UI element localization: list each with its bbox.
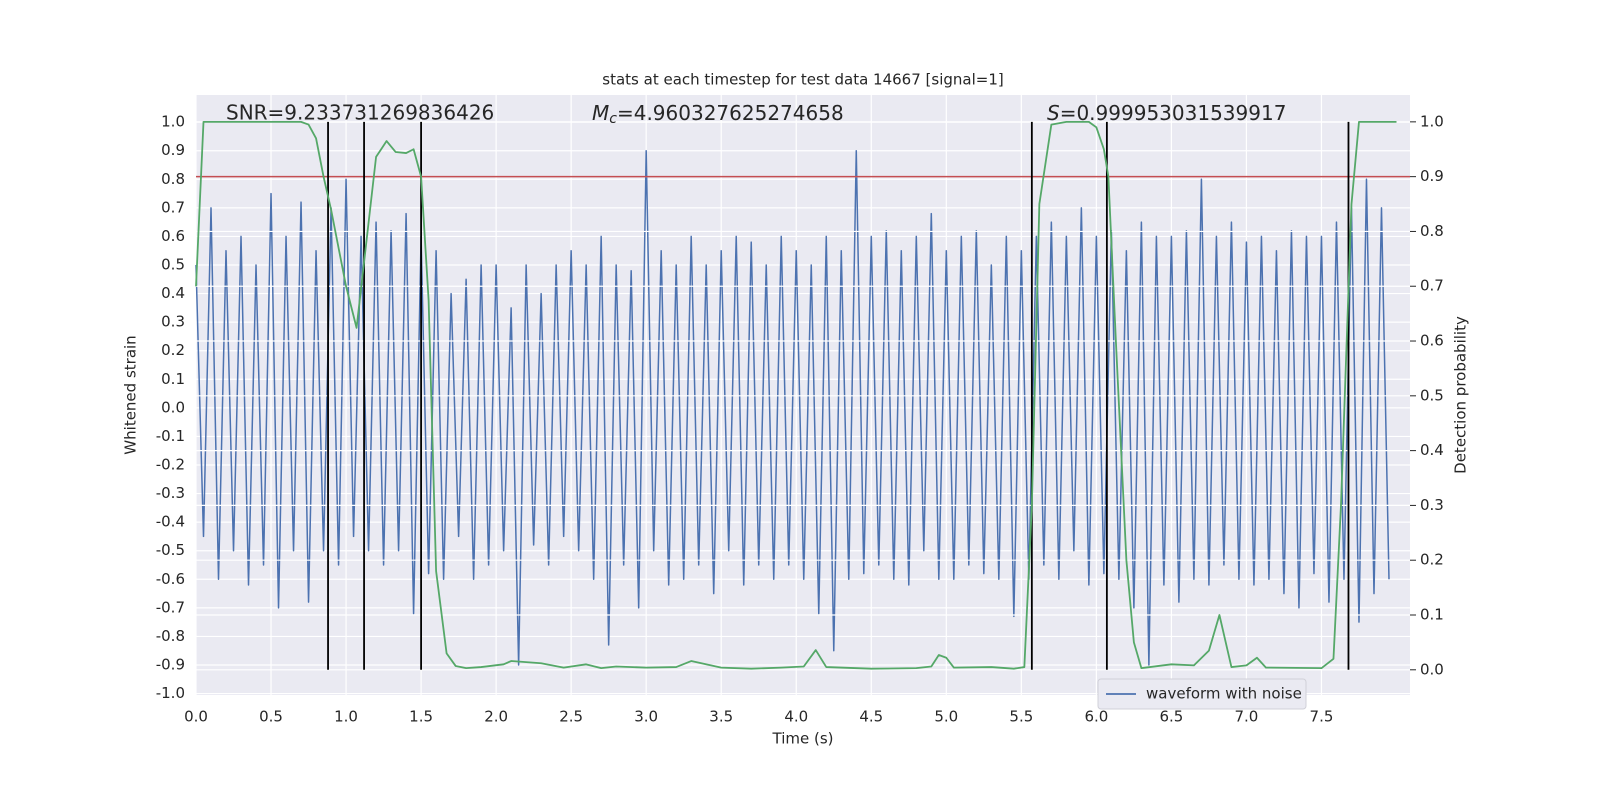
x-tick-label: 1.5 (409, 708, 433, 726)
series-line (195, 149, 1390, 666)
y2-tick-label: 0.2 (1420, 551, 1444, 569)
annotation: S=0.999953031539917 (1047, 101, 1286, 125)
y-axis-label: Whitened strain (122, 335, 140, 454)
y-tick-label: 0.5 (161, 256, 185, 274)
y-tick-label: -0.7 (156, 598, 185, 616)
plot-area (196, 95, 1410, 695)
x-tick-label: 7.0 (1235, 708, 1259, 726)
y-tick-label: -0.4 (156, 513, 185, 531)
y-tick-label: -0.5 (156, 541, 185, 559)
plot-layer (195, 95, 1410, 695)
y-tick-label: 0.8 (161, 170, 185, 188)
y2-tick-label: 0.9 (1420, 167, 1444, 185)
x-tick-label: 3.5 (709, 708, 733, 726)
annotation-symbol: S (1047, 101, 1060, 125)
x-tick-label: 7.5 (1310, 708, 1334, 726)
x-tick-label: 2.0 (484, 708, 508, 726)
y-tick-label: -1.0 (156, 684, 185, 702)
x-tick-label: 0.5 (259, 708, 283, 726)
x-tick-label: 5.0 (934, 708, 958, 726)
legend-label: waveform with noise (1146, 685, 1302, 703)
x-tick-label: 3.0 (634, 708, 658, 726)
y-tick-label: -0.3 (156, 484, 185, 502)
x-tick-label: 6.0 (1084, 708, 1108, 726)
y2-tick-label: 0.6 (1420, 332, 1444, 350)
annotation-subscript: c (609, 111, 617, 127)
y-tick-label: 0.6 (161, 227, 185, 245)
y-tick-label: -0.1 (156, 427, 185, 445)
y-tick-label: -0.6 (156, 570, 185, 588)
x-tick-label: 2.5 (559, 708, 583, 726)
annotation-text: =0.999953031539917 (1060, 101, 1287, 125)
x-tick-label: 5.5 (1009, 708, 1033, 726)
annotation: SNR=9.233731269836426 (226, 101, 494, 125)
chart-title: stats at each timestep for test data 146… (602, 71, 1003, 89)
y-tick-label: 0.9 (161, 141, 185, 159)
y2-tick-label: 0.0 (1420, 660, 1444, 678)
y-tick-label: -0.9 (156, 656, 185, 674)
annotation: Mc=4.960327625274658 (592, 101, 844, 128)
y-tick-label: -0.8 (156, 627, 185, 645)
y-tick-label: 1.0 (161, 113, 185, 131)
y-tick-label: 0.1 (161, 370, 185, 388)
x-tick-label: 6.5 (1159, 708, 1183, 726)
y2-tick-label: 0.5 (1420, 386, 1444, 404)
y2-axis-label: Detection probability (1452, 316, 1470, 474)
x-axis-label: Time (s) (772, 730, 834, 748)
legend-box (1097, 678, 1307, 710)
y2-tick-label: 0.4 (1420, 441, 1444, 459)
y2-tick-label: 0.8 (1420, 222, 1444, 240)
x-tick-label: 0.0 (184, 708, 208, 726)
x-tick-label: 1.0 (334, 708, 358, 726)
y2-tick-label: 1.0 (1420, 112, 1444, 130)
y-tick-label: 0.4 (161, 284, 185, 302)
series-line (195, 120, 1397, 670)
x-tick-label: 4.0 (784, 708, 808, 726)
annotation-text: =4.960327625274658 (617, 101, 844, 125)
y-tick-label: 0.7 (161, 198, 185, 216)
y-tick-label: -0.2 (156, 456, 185, 474)
y2-tick-label: 0.1 (1420, 606, 1444, 624)
y-tick-label: 0.0 (161, 398, 185, 416)
y-tick-label: 0.2 (161, 341, 185, 359)
annotation-symbol: M (592, 101, 609, 125)
y2-tick-label: 0.3 (1420, 496, 1444, 514)
x-tick-label: 4.5 (859, 708, 883, 726)
y2-tick-label: 0.7 (1420, 277, 1444, 295)
y-tick-label: 0.3 (161, 313, 185, 331)
